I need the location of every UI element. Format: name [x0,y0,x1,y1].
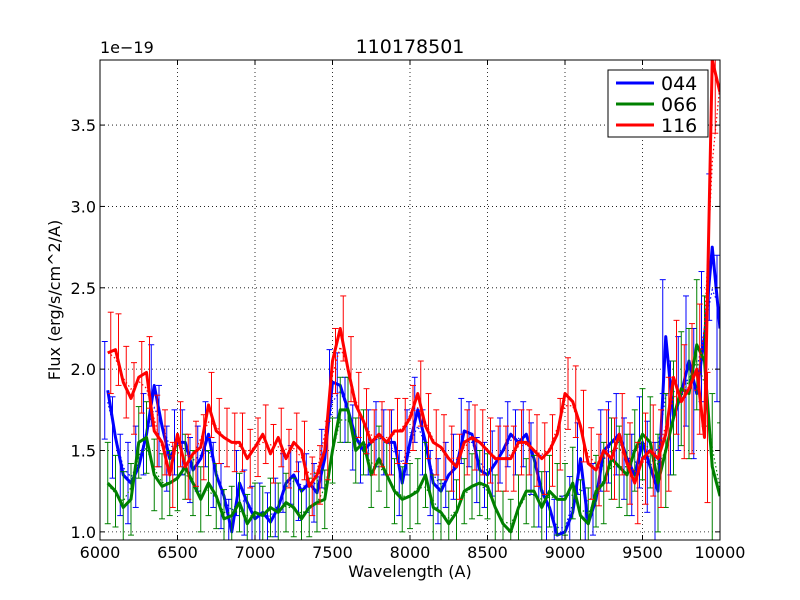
x-tick-label: 10000 [695,543,746,562]
y-tick-label: 2.5 [71,279,96,298]
y-tick-label: 2.0 [71,360,96,379]
y-tick-label: 3.5 [71,116,96,135]
x-tick-label: 6500 [157,543,198,562]
x-tick-label: 8000 [390,543,431,562]
y-tick-label: 1.5 [71,442,96,461]
chart-title: 110178501 [356,36,465,58]
x-tick-label: 9500 [622,543,663,562]
x-tick-label: 9000 [545,543,586,562]
x-tick-label: 6000 [80,543,121,562]
series-116-model-line [107,84,720,476]
series-116 [107,60,720,525]
y-axis-label: Flux (erg/s/cm^2/A) [45,220,64,381]
ticks: 6000 6500 7000 7500 8000 8500 9000 9500 10000 1.0… [71,60,746,562]
x-tick-label: 7500 [312,543,353,562]
y-tick-label: 1.0 [71,523,96,542]
plot-area: 6000 6500 7000 7500 8000 8500 9000 9500 10000 1.0… [71,59,746,562]
series-066 [104,279,720,540]
series-066-line [106,343,720,534]
y-tick-label: 3.0 [71,197,96,216]
y-offset-text: 1e−19 [100,38,154,57]
series-layer [101,60,720,540]
legend-label-066: 066 [661,94,697,116]
x-axis-label: Wavelength (A) [348,562,471,581]
series-116-line [107,60,720,488]
x-tick-label: 8500 [467,543,508,562]
legend-label-116: 116 [661,115,697,137]
x-tick-label: 7000 [235,543,276,562]
legend-label-044: 044 [661,73,697,95]
